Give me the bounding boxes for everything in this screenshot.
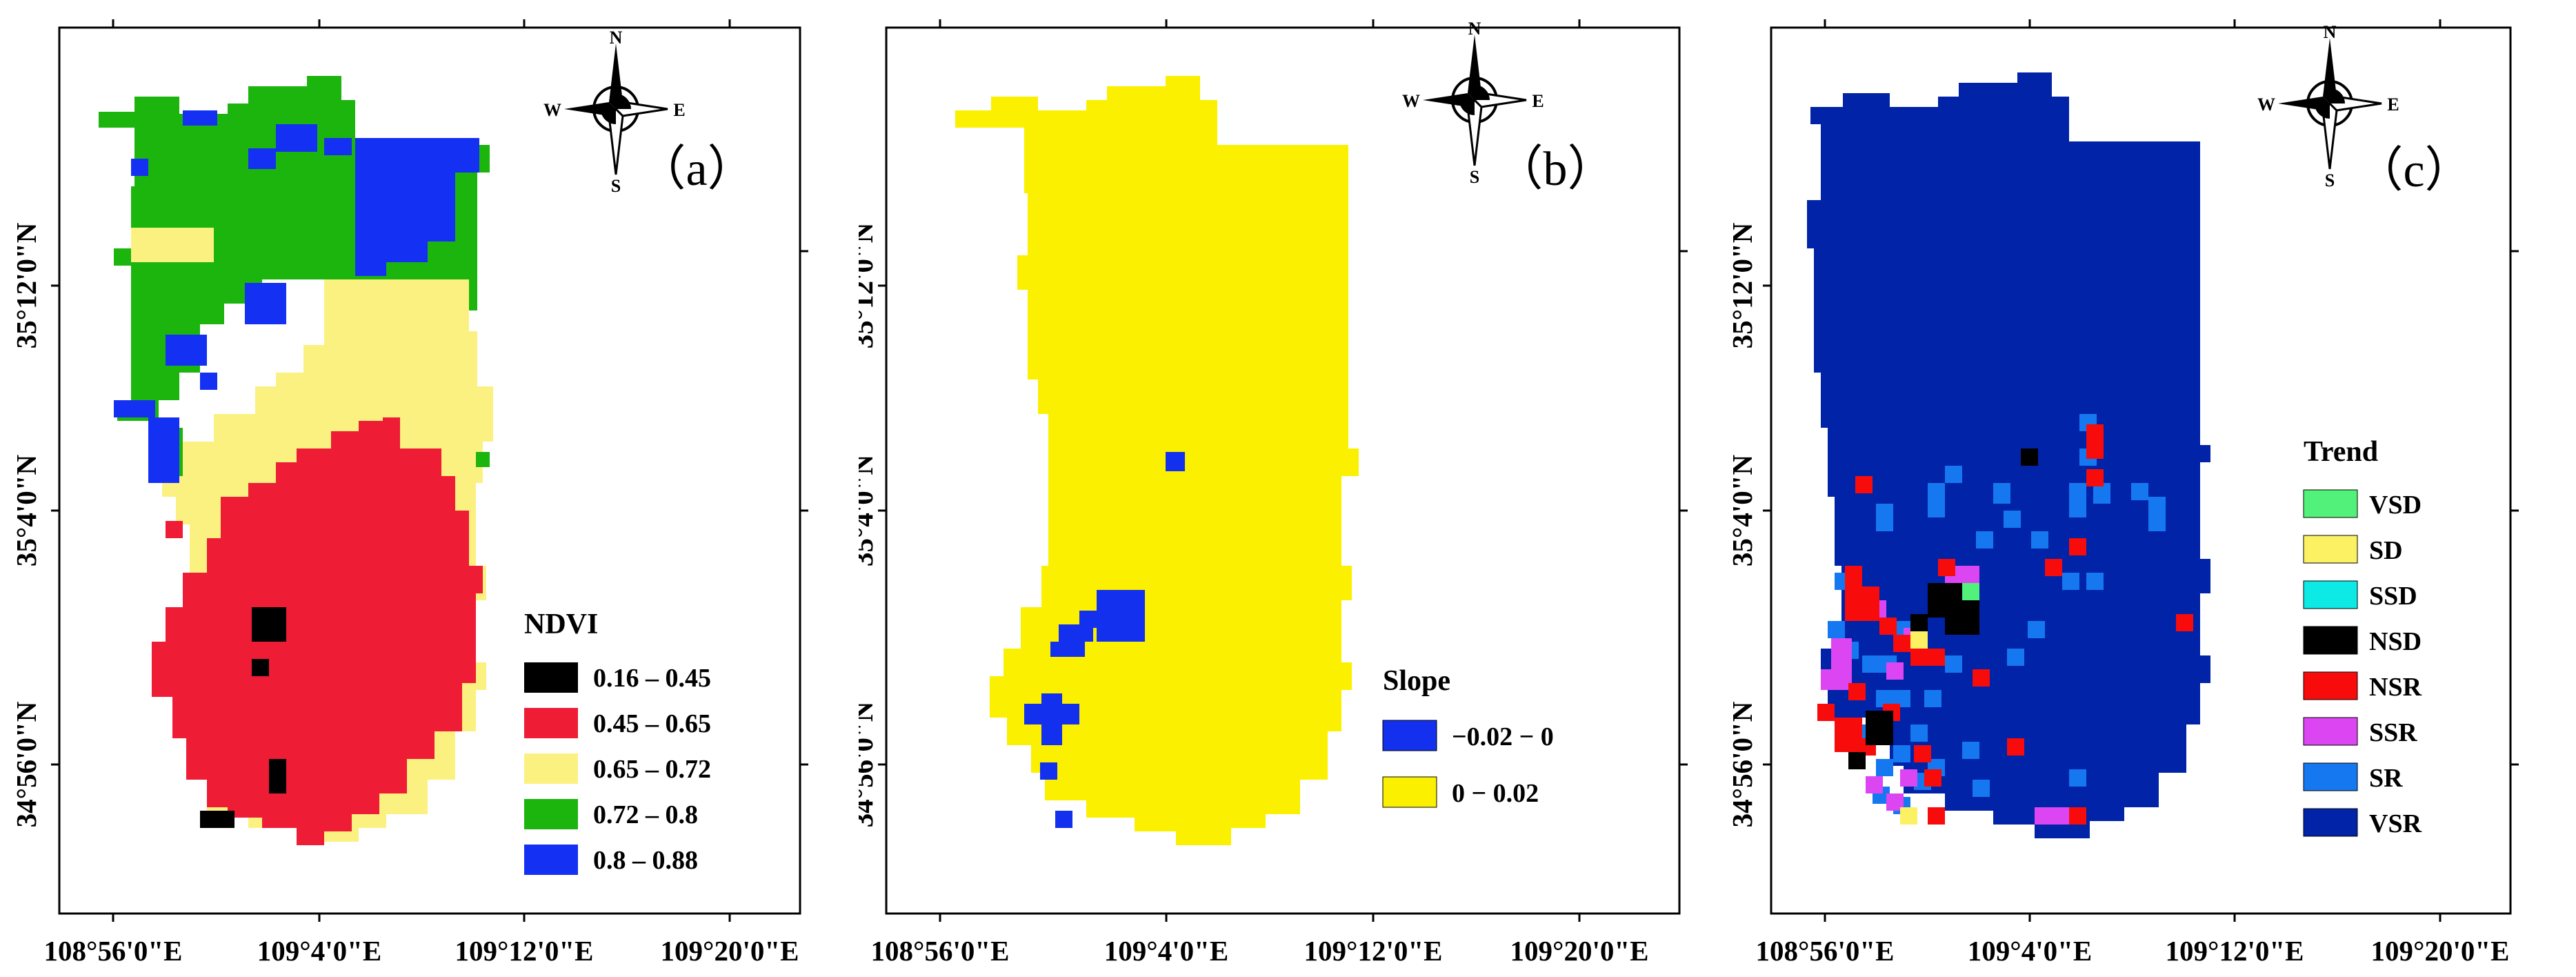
y-tick-c-0: 35°12'0"N <box>1726 222 1758 348</box>
compass-w: W <box>1402 91 1420 111</box>
compass-e: E <box>2387 95 2399 115</box>
legend-label-c-3: NSD <box>2369 627 2422 656</box>
x-tick-b-3: 109°20'0"E <box>1510 935 1649 967</box>
panel-a: N S E W （a） NDVI 0.16 – 0.45 0.45 – 0.65… <box>0 0 859 977</box>
y-tick-c-1: 35°4'0"N <box>1726 455 1758 567</box>
x-tick-a-1: 109°4'0"E <box>257 935 381 967</box>
north-arrow-c: N S E W <box>2257 22 2399 190</box>
compass-s: S <box>2325 170 2335 190</box>
frame-ticks-c <box>1763 19 2519 922</box>
legend-swatch-c-5 <box>2303 717 2358 746</box>
legend-c: Trend VSD SD SSD NSD NSR SSR SR VSR <box>2303 436 2422 838</box>
legend-swatch-c-4 <box>2303 671 2358 700</box>
panel-label-c: （c） <box>2355 144 2473 197</box>
compass-e: E <box>1532 91 1544 111</box>
legend-swatch-a-2 <box>524 753 578 784</box>
trend-speck-sd-2 <box>1910 631 1928 649</box>
compass-s: S <box>1470 167 1479 187</box>
legend-title-c: Trend <box>2304 436 2378 468</box>
x-tick-a-0: 108°56'0"E <box>44 935 183 967</box>
compass-e: E <box>673 100 685 120</box>
legend-label-c-7: VSR <box>2369 809 2422 838</box>
ndvi-zone-black <box>200 607 286 828</box>
legend-swatch-c-3 <box>2303 626 2358 655</box>
x-tick-b-1: 109°4'0"E <box>1104 935 1228 967</box>
x-tick-a-2: 109°12'0"E <box>455 935 594 967</box>
legend-label-c-0: VSD <box>2369 491 2422 520</box>
legend-title-b: Slope <box>1383 665 1450 697</box>
frame-ticks-b <box>878 19 1688 922</box>
x-tick-c-0: 108°56'0"E <box>1756 935 1895 967</box>
legend-title-a: NDVI <box>524 609 598 640</box>
legend-swatch-a-0 <box>524 662 578 693</box>
compass-n: N <box>1468 19 1481 39</box>
panel-a-svg: N S E W （a） NDVI 0.16 – 0.45 0.45 – 0.65… <box>10 19 808 967</box>
legend-label-a-3: 0.72 – 0.8 <box>593 800 698 829</box>
y-tick-a-0: 35°12'0"N <box>10 222 42 348</box>
legend-swatch-c-2 <box>2303 580 2358 609</box>
compass-n: N <box>2324 22 2337 42</box>
ndvi-zone-red <box>152 417 483 845</box>
legend-label-c-2: SSD <box>2369 582 2417 611</box>
legend-swatch-c-1 <box>2303 535 2358 564</box>
legend-swatch-c-6 <box>2303 762 2358 791</box>
legend-swatch-c-7 <box>2303 808 2358 837</box>
compass-w: W <box>2257 95 2275 115</box>
trend-zone-nsd <box>1848 448 2038 769</box>
legend-swatch-b-1 <box>1382 776 1437 808</box>
legend-label-a-0: 0.16 – 0.45 <box>593 664 711 693</box>
x-tick-c-2: 109°12'0"E <box>2166 935 2304 967</box>
x-tick-b-0: 108°56'0"E <box>871 935 1010 967</box>
x-tick-c-3: 109°20'0"E <box>2371 935 2510 967</box>
ndvi-red-speck <box>166 521 183 538</box>
legend-swatch-a-3 <box>524 799 578 829</box>
trend-speck-vsd <box>1962 583 1979 600</box>
y-tick-c-2: 34°56'0"N <box>1726 701 1758 827</box>
y-tick-b-1: 35°4'0"N <box>859 455 879 567</box>
legend-swatch-b-0 <box>1382 720 1437 751</box>
compass-n: N <box>610 28 623 48</box>
legend-label-a-1: 0.45 – 0.65 <box>593 709 711 738</box>
legend-swatch-a-4 <box>524 845 578 875</box>
legend-swatch-c-0 <box>2303 489 2358 518</box>
north-arrow-a: N S E W <box>543 28 686 196</box>
legend-label-c-5: SSR <box>2369 718 2417 747</box>
x-tick-a-3: 109°20'0"E <box>661 935 799 967</box>
y-tick-b-2: 34°56'0"N <box>859 701 879 827</box>
legend-a: NDVI 0.16 – 0.45 0.45 – 0.65 0.65 – 0.72… <box>524 609 711 875</box>
compass-s: S <box>611 176 621 196</box>
legend-label-c-6: SR <box>2369 764 2403 793</box>
y-tick-a-1: 35°4'0"N <box>10 455 42 567</box>
compass-w: W <box>543 100 561 120</box>
legend-label-c-1: SD <box>2369 536 2403 565</box>
legend-b: Slope −0.02 − 0 0 − 0.02 <box>1382 665 1554 808</box>
trend-speck-sd <box>1900 807 1917 825</box>
ndvi-green-speck <box>476 452 490 467</box>
y-tick-a-2: 34°56'0"N <box>10 701 42 827</box>
ndvi-red-speck-2 <box>252 521 269 538</box>
legend-label-c-4: NSR <box>2369 673 2422 702</box>
frame-ticks-a <box>51 19 808 922</box>
north-arrow-b: N S E W <box>1402 19 1544 187</box>
panel-b: N S E W （b） Slope −0.02 − 0 0 − 0.02 108… <box>859 0 1717 977</box>
panel-label-b: （b） <box>1495 143 1616 196</box>
ndvi-zone-yellow-west <box>131 228 214 262</box>
y-tick-b-0: 35°12'0"N <box>859 222 879 348</box>
slope-zone-negative <box>1024 452 1185 828</box>
legend-label-b-0: −0.02 − 0 <box>1452 722 1554 751</box>
legend-swatch-a-1 <box>524 708 578 738</box>
legend-label-a-2: 0.65 – 0.72 <box>593 755 711 784</box>
legend-label-a-4: 0.8 – 0.88 <box>593 846 698 875</box>
ndvi-zone-blue <box>114 110 479 483</box>
panel-c: N S E W （c） Trend VSD SD SSD NSD NSR SSR… <box>1717 0 2576 977</box>
panel-c-svg: N S E W （c） Trend VSD SD SSD NSD NSR SSR… <box>1726 19 2519 967</box>
panel-b-svg: N S E W （b） Slope −0.02 − 0 0 − 0.02 108… <box>859 19 1688 967</box>
legend-label-b-1: 0 − 0.02 <box>1452 779 1539 808</box>
x-tick-c-1: 109°4'0"E <box>1968 935 2092 967</box>
panel-label-a: （a） <box>637 143 755 196</box>
x-tick-b-2: 109°12'0"E <box>1304 935 1443 967</box>
